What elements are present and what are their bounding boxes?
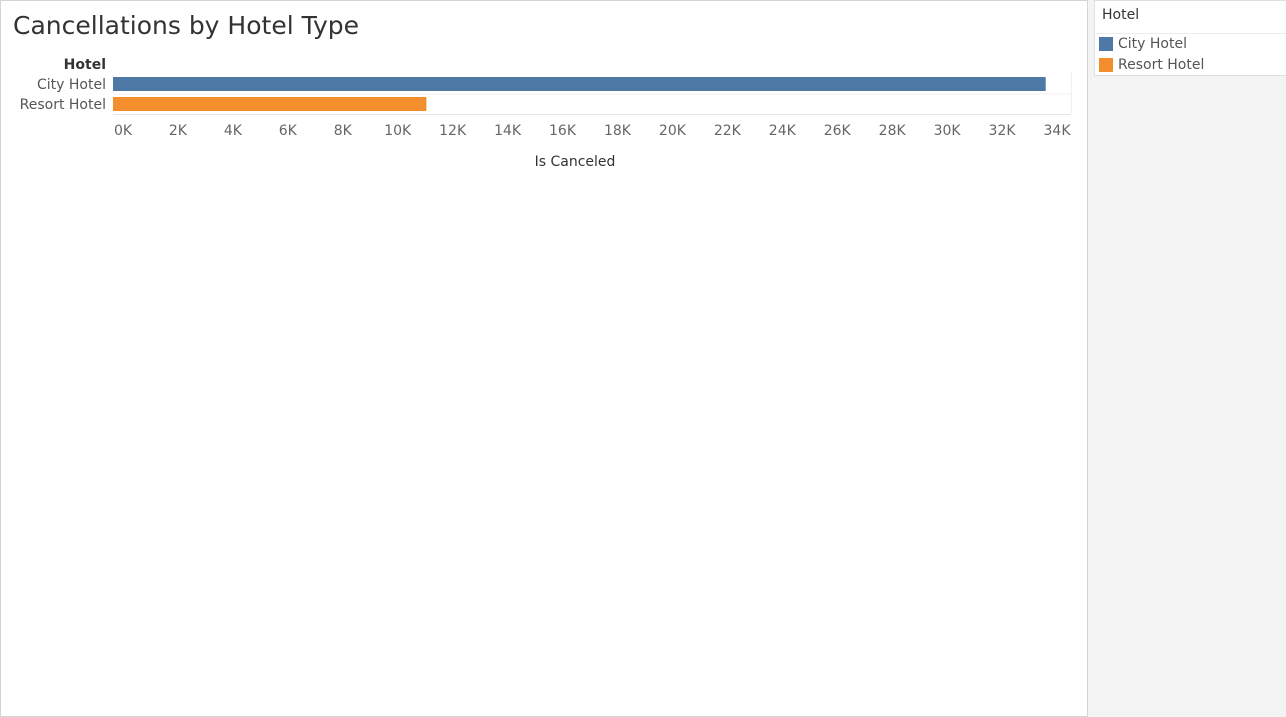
category-header: Hotel bbox=[64, 57, 106, 73]
x-tick-label: 34K bbox=[1044, 123, 1072, 139]
legend-swatch-resort-hotel bbox=[1099, 58, 1113, 72]
bar-resort-hotel bbox=[113, 97, 427, 111]
legend-item-resort-hotel[interactable]: Resort Hotel bbox=[1099, 56, 1204, 74]
legend-item-city-hotel[interactable]: City Hotel bbox=[1099, 35, 1187, 53]
x-tick-label: 8K bbox=[334, 123, 353, 139]
x-tick-label: 10K bbox=[384, 123, 412, 139]
x-axis-title: Is Canceled bbox=[535, 154, 616, 170]
legend-label: City Hotel bbox=[1118, 36, 1187, 52]
x-tick-label: 28K bbox=[879, 123, 907, 139]
bar-chart: Hotel City Hotel Resort Hotel 0K 2K 4K 6K 8K 10K… bbox=[20, 57, 1072, 170]
chart-title: Cancellations by Hotel Type bbox=[13, 11, 360, 40]
x-tick-label: 32K bbox=[989, 123, 1017, 139]
x-tick-label: 18K bbox=[604, 123, 632, 139]
x-tick-label: 16K bbox=[549, 123, 577, 139]
legend-panel: Hotel City Hotel Resort Hotel bbox=[1094, 0, 1286, 76]
category-label: Resort Hotel bbox=[20, 97, 106, 113]
x-tick-label: 20K bbox=[659, 123, 687, 139]
worksheet: Cancellations by Hotel Type Hotel City Ho… bbox=[0, 0, 1088, 717]
x-tick-label: 30K bbox=[934, 123, 962, 139]
category-label: City Hotel bbox=[37, 77, 106, 93]
bar-city-hotel bbox=[113, 77, 1046, 91]
x-tick-label: 26K bbox=[824, 123, 852, 139]
x-tick-label: 22K bbox=[714, 123, 742, 139]
x-tick-label: 6K bbox=[279, 123, 298, 139]
x-tick-label: 2K bbox=[169, 123, 188, 139]
x-tick-label: 12K bbox=[439, 123, 467, 139]
x-tick-label: 0K bbox=[114, 123, 133, 139]
legend-title: Hotel bbox=[1102, 7, 1140, 23]
legend-label: Resort Hotel bbox=[1118, 57, 1205, 73]
x-tick-label: 4K bbox=[224, 123, 243, 139]
legend-divider bbox=[1095, 33, 1286, 34]
x-tick-label: 14K bbox=[494, 123, 522, 139]
legend-swatch-city-hotel bbox=[1099, 37, 1113, 51]
x-tick-label: 24K bbox=[769, 123, 797, 139]
